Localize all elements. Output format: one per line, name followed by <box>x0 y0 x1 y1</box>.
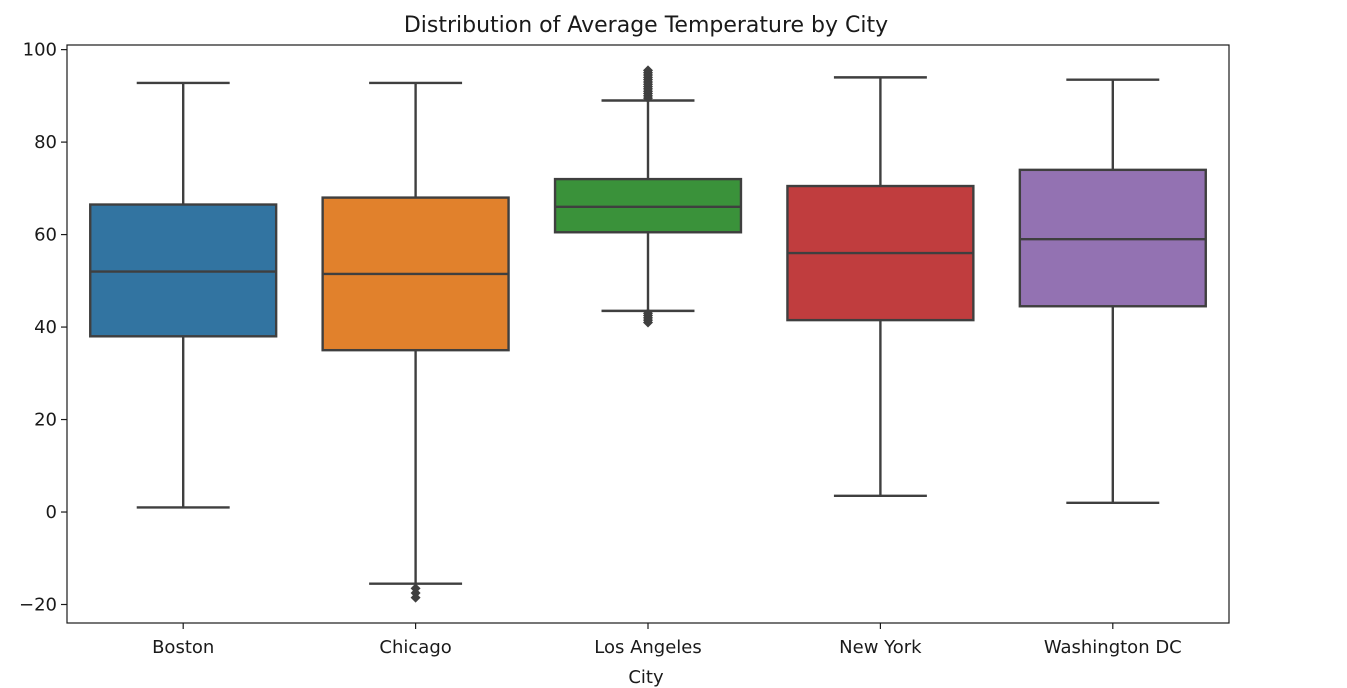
box-chicago <box>321 81 510 603</box>
box-washington-dc <box>1018 78 1207 504</box>
y-tick-label: 80 <box>34 132 57 153</box>
x-tick-label: Washington DC <box>1044 637 1182 658</box>
outlier-point <box>643 308 653 319</box>
y-tick-label: 40 <box>34 317 57 338</box>
x-axis-label: City <box>628 667 664 688</box>
y-axis: −20 0 20 40 60 80 100 <box>19 40 67 616</box>
x-tick-label: New York <box>839 637 922 658</box>
y-tick-label: 0 <box>46 502 57 523</box>
box-boston <box>89 81 278 509</box>
y-tick-label: 60 <box>34 225 57 246</box>
box-los-angeles <box>553 65 743 328</box>
chart-title: Distribution of Average Temperature by C… <box>404 13 888 38</box>
y-tick-label: −20 <box>19 595 57 616</box>
y-tick-label: 100 <box>23 40 57 61</box>
box-new-york <box>786 76 975 498</box>
x-tick-label: Boston <box>152 637 214 658</box>
x-tick-label: Chicago <box>379 637 451 658</box>
x-axis: Boston Chicago Los Angeles New York Washingt… <box>152 623 1182 658</box>
plot-area <box>89 65 1207 603</box>
y-tick-label: 20 <box>34 410 57 431</box>
x-tick-label: Los Angeles <box>594 637 702 658</box>
outlier-point <box>410 592 421 603</box>
outlier-point <box>643 65 653 76</box>
